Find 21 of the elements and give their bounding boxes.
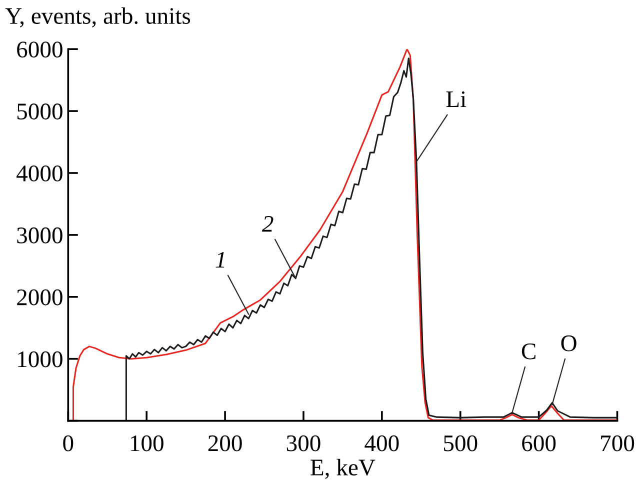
x-axis-title: E, keV: [310, 458, 376, 479]
annotation: 1: [216, 252, 224, 268]
y-tick-label: 3000: [17, 227, 62, 244]
y-tick-label: 4000: [16, 165, 62, 182]
annotation: C: [522, 343, 536, 360]
x-tick-label: 600: [522, 435, 556, 452]
y-tick-label: 2000: [17, 289, 62, 306]
x-tick-label: 100: [130, 435, 164, 452]
annotation: Li: [446, 91, 466, 107]
y-tick-label: 6000: [17, 42, 62, 58]
y-tick-label: 1000: [18, 351, 62, 368]
y-tick-label: 5000: [17, 104, 62, 120]
annotation: 2: [262, 216, 274, 232]
x-tick-label: 500: [444, 435, 478, 452]
x-tick-label: 300: [286, 435, 320, 452]
annotation: O: [561, 335, 576, 352]
x-tick-label: 0: [63, 435, 74, 452]
x-tick-label: 700: [601, 435, 634, 452]
x-tick-label: 200: [208, 435, 242, 452]
y-axis-title: Y, events, arb. units: [5, 7, 190, 28]
x-tick-label: 400: [364, 435, 399, 452]
